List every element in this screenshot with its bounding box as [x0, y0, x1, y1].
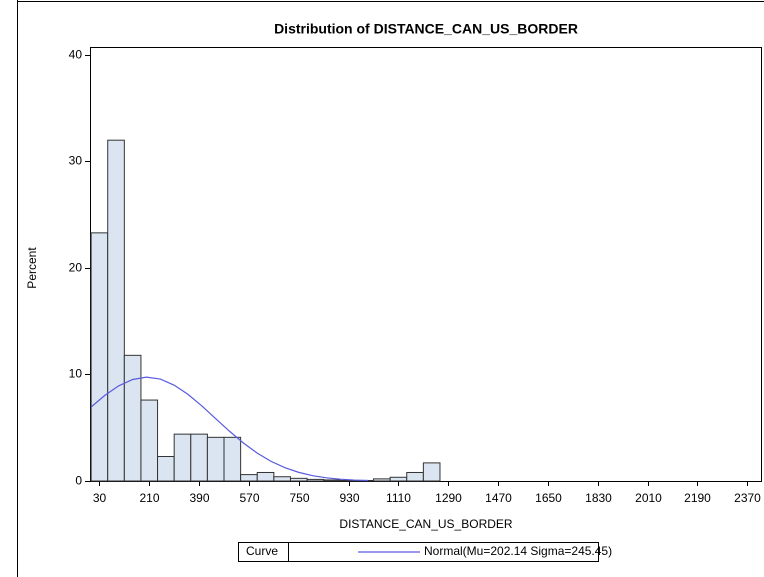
plot-frame	[90, 47, 762, 482]
x-tick-label: 30	[93, 491, 107, 505]
y-tick-label: 20	[69, 261, 83, 275]
y-tick-label: 10	[69, 367, 83, 381]
bar	[256, 471, 275, 482]
y-tick-label: 30	[69, 154, 83, 168]
bar	[206, 436, 225, 482]
legend-title: Curve	[246, 544, 278, 558]
x-tick-label: 210	[139, 491, 159, 505]
x-tick-label: 2010	[635, 491, 662, 505]
bar	[140, 399, 159, 482]
bar	[157, 456, 175, 482]
bar	[422, 462, 441, 482]
x-tick-label: 1290	[435, 491, 462, 505]
bar	[289, 477, 308, 482]
bar	[173, 433, 192, 482]
legend-label: Normal(Mu=202.14 Sigma=245.45)	[424, 544, 612, 558]
chart-title: Distribution of DISTANCE_CAN_US_BORDER	[274, 21, 578, 37]
x-tick-label: 2370	[734, 491, 761, 505]
bar	[90, 232, 109, 482]
bar	[273, 476, 291, 482]
x-tick-label: 930	[339, 491, 359, 505]
y-tick-label: 0	[75, 474, 82, 488]
y-tick-label: 40	[69, 48, 83, 62]
x-tick-label: 2190	[684, 491, 711, 505]
bar	[306, 478, 325, 482]
bar	[323, 479, 341, 482]
x-tick-label: 1110	[386, 491, 411, 505]
bar	[389, 476, 408, 482]
x-tick-label: 1470	[485, 491, 512, 505]
bar	[240, 474, 258, 482]
bar	[373, 478, 391, 482]
bar	[223, 436, 242, 482]
x-tick-label: 1830	[585, 491, 612, 505]
x-tick-label: 750	[289, 491, 309, 505]
normal-curve	[90, 376, 369, 482]
bar	[107, 139, 125, 482]
bar	[406, 471, 424, 482]
bar	[123, 354, 142, 482]
x-tick-label: 1650	[535, 491, 562, 505]
x-axis-label: DISTANCE_CAN_US_BORDER	[339, 517, 512, 531]
x-tick-label: 390	[189, 491, 209, 505]
bar	[190, 433, 208, 482]
y-axis-label: Percent	[25, 247, 39, 289]
x-tick-label: 570	[239, 491, 259, 505]
